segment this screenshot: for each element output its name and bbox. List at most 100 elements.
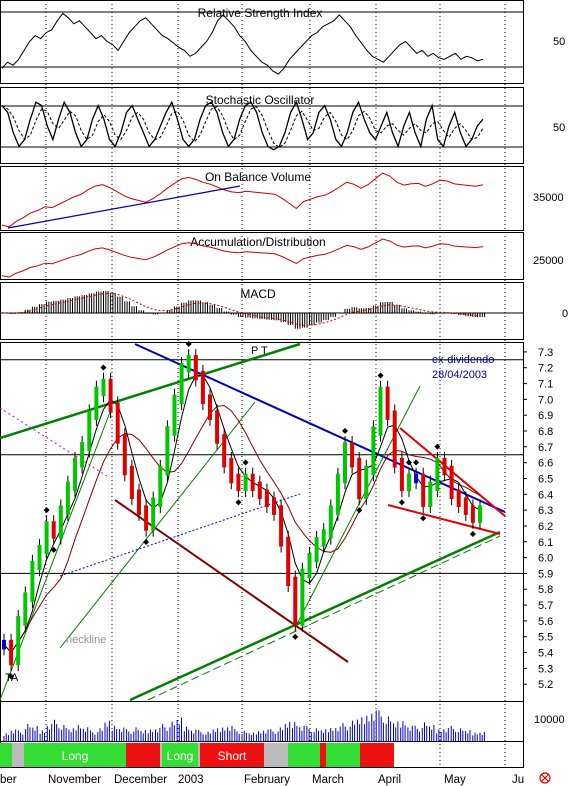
- price-bar: [80, 442, 85, 468]
- signal-band-short: [320, 743, 326, 767]
- price-bar: [414, 473, 419, 484]
- ex-dividend-date: 28/04/2003: [432, 369, 487, 381]
- macd-tick-0: 0: [562, 308, 568, 320]
- swing-marker: [100, 364, 107, 371]
- x-axis-label: May: [444, 774, 466, 786]
- x-axis-label: ber: [0, 774, 17, 786]
- ex-dividend-label: ex-dividendo: [432, 354, 494, 366]
- signal-band-label: Long: [62, 749, 89, 763]
- swing-marker: [185, 340, 192, 347]
- signal-band-neutral: [12, 743, 24, 767]
- swing-marker: [242, 459, 249, 466]
- signal-band-neutral: [198, 743, 200, 767]
- swing-marker: [43, 506, 50, 513]
- price-bar: [30, 560, 35, 602]
- swing-marker: [292, 633, 299, 640]
- price-bar: [208, 394, 212, 420]
- swing-marker: [50, 546, 57, 553]
- x-axis-label: February: [244, 774, 290, 786]
- panel-frames: [0, 0, 524, 768]
- ta-label: TA: [5, 672, 19, 684]
- signal-band-neutral: [264, 743, 288, 767]
- price-bar: [428, 481, 433, 507]
- volume-panel: 10000: [3, 710, 565, 741]
- macd-panel: MACD 0: [0, 287, 568, 329]
- x-axis-label: December: [114, 774, 167, 786]
- signal-band-label: Short: [218, 749, 247, 763]
- x-axis-labels: ber November December 2003 February March Apri…: [0, 774, 524, 786]
- price-tick-label: 6.3: [538, 505, 553, 517]
- price-bar: [264, 489, 269, 507]
- signal-band-long: [288, 743, 320, 767]
- swing-marker: [420, 515, 427, 522]
- signal-band-label: Long: [167, 749, 194, 763]
- obv-panel: On Balance Volume 35000: [1, 170, 564, 229]
- price-panel: 7.3 7.2 7.1 7.0 6.9 6.8 6.7 6.6 6.5 6.4 6.3 6.2 6.1 6…: [0, 340, 553, 702]
- price-tick-label: 6.6: [538, 458, 553, 470]
- rsi-panel: Relative Strength Index 50: [0, 6, 565, 75]
- price-bar: [2, 639, 6, 650]
- price-bar: [236, 473, 241, 492]
- price-tick-label: 7.2: [538, 363, 553, 375]
- price-bar: [314, 537, 319, 563]
- volume-bars: [3, 710, 485, 741]
- price-bar: [456, 489, 461, 507]
- price-bar: [385, 386, 390, 420]
- price-bar: [16, 616, 21, 666]
- price-bar: [115, 402, 120, 444]
- magenta-dotted-line: [0, 407, 111, 479]
- macd-frame: [0, 282, 524, 340]
- price-tick-label: 6.5: [538, 474, 553, 486]
- upper-channel-line: [0, 342, 301, 440]
- price-tick-label: 5.6: [538, 616, 553, 628]
- signal-band-short: [126, 743, 160, 767]
- rsi-line: [1, 12, 484, 75]
- price-tick-label: 7.1: [538, 379, 553, 391]
- price-bar: [478, 505, 482, 523]
- price-bar: [44, 521, 49, 555]
- price-tick-label: 5.4: [538, 648, 553, 660]
- rsi-frame: [0, 0, 524, 84]
- price-bar: [65, 481, 70, 515]
- price-bar: [215, 410, 220, 444]
- price-tick-label: 6.1: [538, 537, 553, 549]
- stochastic-frame: [0, 87, 524, 164]
- price-bar: [87, 410, 92, 452]
- close-icon[interactable]: [539, 772, 551, 784]
- trend-lines: [0, 342, 506, 702]
- price-tick-label: 5.3: [538, 663, 553, 675]
- stochastic-panel: Stochastic Oscillator 50: [0, 93, 565, 151]
- ad-tick: 25000: [533, 255, 564, 267]
- price-horizontal-lines: [0, 359, 523, 574]
- price-tick-label: 6.9: [538, 410, 553, 422]
- price-bar: [399, 457, 404, 492]
- signal-band-long: [24, 743, 126, 767]
- price-bar: [186, 355, 191, 373]
- price-tick-label: 5.8: [538, 584, 553, 596]
- price-tick-label: 5.7: [538, 600, 553, 612]
- price-bar: [243, 473, 248, 492]
- swing-marker: [143, 538, 150, 545]
- price-bar: [300, 568, 305, 626]
- ad-title: Accumulation/Distribution: [190, 235, 325, 249]
- price-bar: [371, 426, 376, 476]
- price-bar: [378, 386, 383, 436]
- support-dashed-line: [147, 535, 501, 701]
- price-bar: [151, 497, 156, 531]
- price-bar: [122, 434, 127, 476]
- rsi-title: Relative Strength Index: [198, 6, 323, 20]
- price-bar: [449, 465, 454, 499]
- price-bar: [407, 473, 411, 492]
- support-line: [129, 530, 501, 702]
- x-axis-label: 2003: [178, 774, 204, 786]
- swing-marker: [235, 499, 242, 506]
- price-bar: [158, 465, 163, 507]
- pt-label: P T: [251, 345, 268, 357]
- price-bar: [250, 473, 255, 492]
- volume-tick: 10000: [534, 714, 565, 726]
- ad-frame: [0, 232, 524, 280]
- swing-markers: [8, 340, 476, 680]
- obv-trend-line: [7, 185, 241, 229]
- price-bar: [272, 497, 276, 515]
